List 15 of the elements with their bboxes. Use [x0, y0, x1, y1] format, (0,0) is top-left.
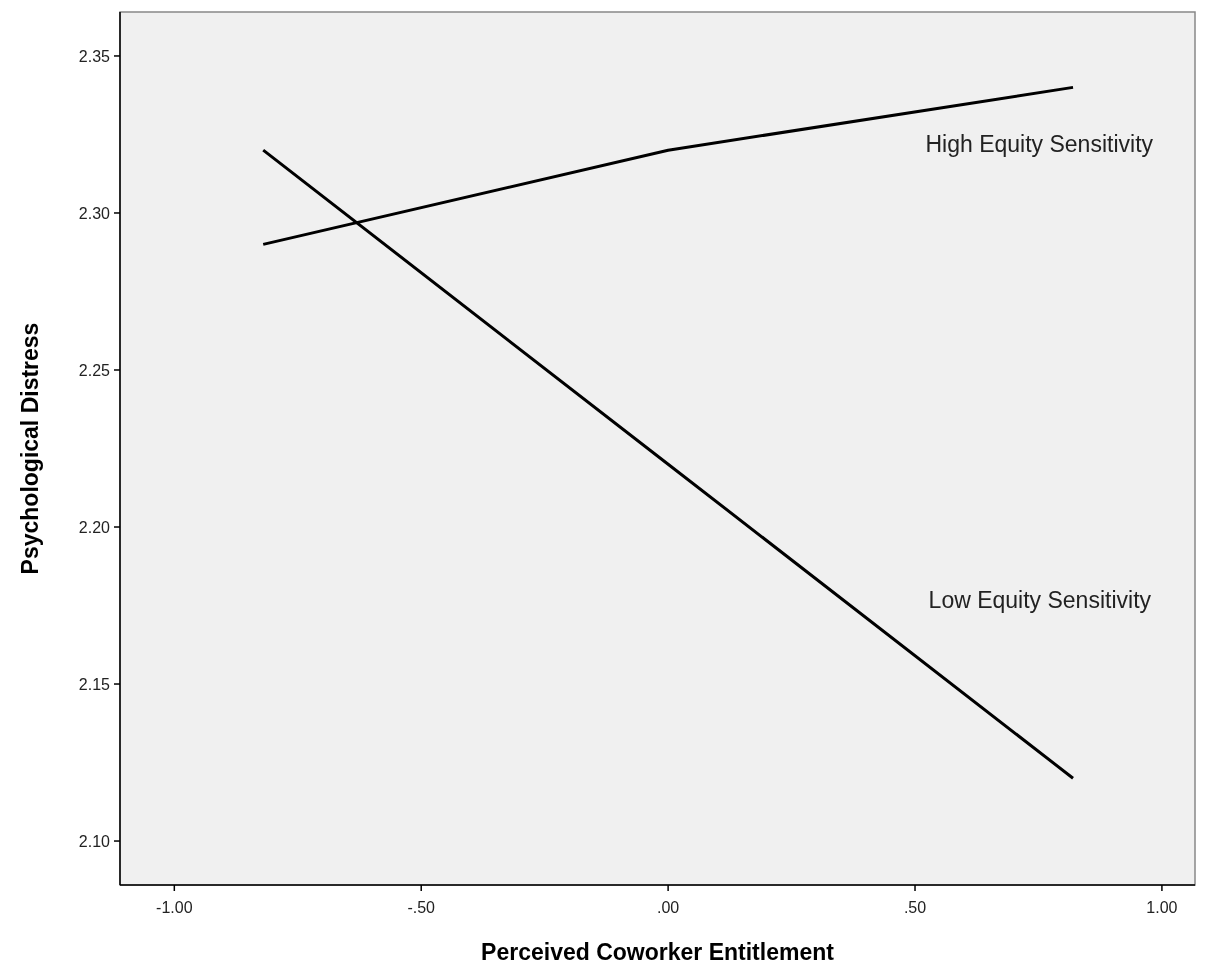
y-tick-label: 2.10 — [78, 832, 111, 850]
y-tick-label: 2.30 — [78, 204, 111, 222]
series-label: High Equity Sensitivity — [925, 131, 1154, 158]
x-tick-label: -1.00 — [156, 899, 193, 916]
x-tick-label: .00 — [656, 899, 680, 916]
y-tick-label: 2.35 — [78, 47, 111, 65]
series-label: Low Equity Sensitivity — [928, 587, 1152, 614]
x-tick-label: -.50 — [407, 899, 436, 916]
y-tick-label: 2.20 — [78, 518, 111, 536]
x-axis-title: Perceived Coworker Entitlement — [481, 939, 835, 965]
x-tick-label: 1.00 — [1146, 899, 1178, 916]
y-tick-label: 2.15 — [78, 675, 111, 693]
y-tick-label: 2.25 — [78, 361, 111, 379]
y-axis-title: Psychological Distress — [17, 322, 43, 575]
x-tick-label: .50 — [903, 899, 927, 916]
